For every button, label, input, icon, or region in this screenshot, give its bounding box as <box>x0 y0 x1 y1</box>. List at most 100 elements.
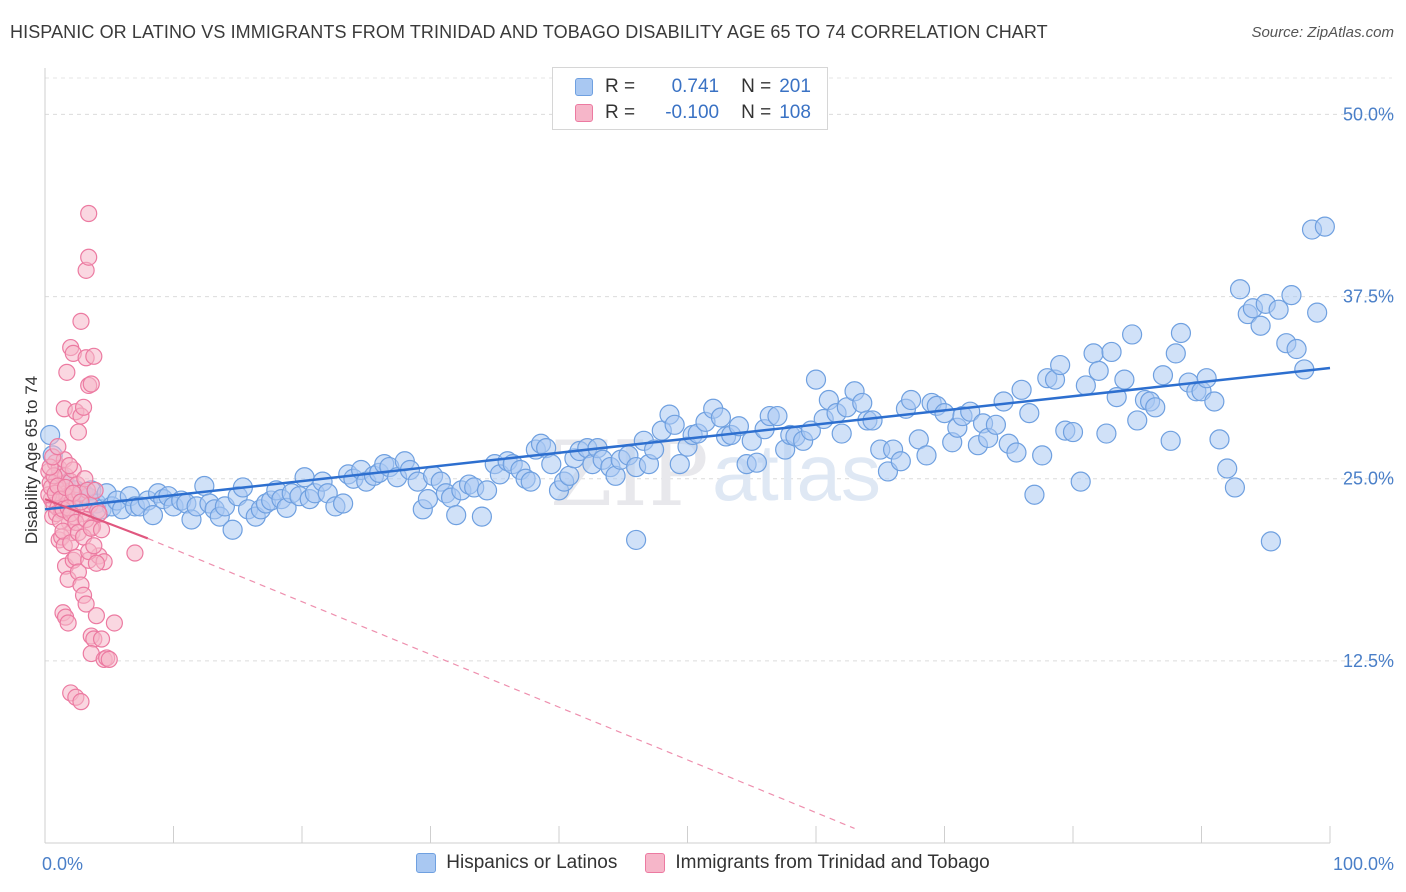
data-point <box>1006 442 1027 463</box>
data-point <box>1250 315 1271 336</box>
data-point <box>1032 445 1053 466</box>
x-tick-label-min: 0.0% <box>42 854 83 874</box>
data-point <box>87 607 106 625</box>
data-point <box>710 407 732 428</box>
y-tick-label: 50.0% <box>1343 104 1394 124</box>
data-point <box>1268 299 1289 320</box>
data-point <box>664 414 685 435</box>
data-point <box>728 416 750 437</box>
data-point <box>916 445 937 466</box>
data-point <box>58 363 76 381</box>
stats-row-trinidad: R = -0.100 N = 108 <box>575 100 811 126</box>
data-point <box>1114 369 1135 390</box>
data-point <box>985 414 1007 435</box>
data-point <box>1083 343 1104 364</box>
data-point <box>1152 365 1174 386</box>
stats-legend: R = 0.741 N = 201 R = -0.100 N = 108 <box>552 67 828 130</box>
data-point <box>862 410 883 431</box>
data-point <box>520 471 541 492</box>
data-point <box>82 375 100 393</box>
data-point <box>72 493 90 511</box>
data-point <box>1050 354 1071 376</box>
data-point <box>805 369 827 390</box>
data-point <box>1224 477 1246 498</box>
data-point <box>1209 429 1230 450</box>
legend-label-trinidad: Immigrants from Trinidad and Tobago <box>675 852 990 873</box>
stats-n-value: 108 <box>779 102 811 123</box>
data-point <box>1170 322 1192 344</box>
data-point <box>1307 302 1328 323</box>
trend-line-trinidad-extrapolated <box>147 537 855 829</box>
data-point <box>767 405 788 427</box>
data-point <box>69 423 88 441</box>
data-point <box>993 391 1014 412</box>
data-point <box>446 505 467 526</box>
trend-line-trinidad <box>44 498 149 540</box>
data-point <box>417 489 439 510</box>
data-point <box>643 439 665 460</box>
data-point <box>1070 471 1091 492</box>
data-point <box>72 693 90 711</box>
data-point <box>746 452 767 473</box>
data-point <box>49 438 67 456</box>
data-point <box>126 544 144 562</box>
data-point <box>222 519 243 540</box>
data-point <box>87 554 106 572</box>
x-tick-label-max: 100.0% <box>1333 854 1394 874</box>
data-point <box>1062 421 1084 443</box>
data-point <box>77 595 95 613</box>
data-point <box>1229 279 1251 300</box>
data-point <box>1011 379 1032 400</box>
legend-label-hispanics: Hispanics or Latinos <box>446 852 618 873</box>
data-point <box>471 506 492 527</box>
stats-swatch-hispanics <box>575 78 593 96</box>
data-point <box>1260 531 1281 552</box>
data-point <box>669 454 690 475</box>
data-point <box>852 392 873 414</box>
data-point <box>60 457 79 475</box>
stats-r-value: -0.100 <box>665 102 720 123</box>
data-point <box>85 537 103 555</box>
data-point <box>1088 360 1109 381</box>
data-point <box>1286 338 1307 360</box>
legend-item-trinidad[interactable]: Immigrants from Trinidad and Tobago <box>645 852 990 874</box>
data-point <box>831 423 852 444</box>
data-point <box>86 481 104 499</box>
data-point <box>900 389 922 411</box>
legend-item-hispanics[interactable]: Hispanics or Latinos <box>416 852 617 874</box>
data-point <box>142 505 164 526</box>
data-point <box>1096 423 1117 444</box>
y-tick-label: 37.5% <box>1343 287 1394 307</box>
data-point <box>625 529 647 551</box>
trend-lines <box>44 366 1331 829</box>
y-tick-label: 25.0% <box>1343 469 1394 489</box>
data-point <box>1281 285 1302 306</box>
data-point <box>1165 343 1186 364</box>
data-point <box>1145 397 1166 418</box>
data-point <box>1314 216 1335 237</box>
data-point <box>72 312 90 330</box>
data-point <box>105 614 123 632</box>
data-point <box>1024 484 1045 505</box>
data-point <box>1101 341 1122 363</box>
data-point <box>92 521 111 539</box>
stats-row-hispanics: R = 0.741 N = 201 <box>575 74 811 100</box>
stats-n-label: N = <box>741 76 772 97</box>
y-tick-labels: 12.5% 25.0% 37.5% 50.0% <box>1343 104 1394 670</box>
data-point <box>59 614 77 632</box>
data-point <box>1196 368 1217 389</box>
data-point <box>1019 403 1040 424</box>
data-point <box>890 451 911 472</box>
stats-r-value: 0.741 <box>671 76 720 97</box>
stats-n-value: 201 <box>779 76 811 97</box>
data-point <box>80 248 98 266</box>
stats-r-label: R = <box>605 102 636 123</box>
data-point <box>100 650 118 669</box>
data-point <box>92 630 111 648</box>
grid-lines <box>45 77 1392 662</box>
data-point <box>541 454 562 475</box>
chart-title: HISPANIC OR LATINO VS IMMIGRANTS FROM TR… <box>10 22 1048 42</box>
data-point <box>476 480 498 501</box>
y-axis-label: Disability Age 65 to 74 <box>22 375 41 545</box>
data-point <box>1127 410 1148 431</box>
